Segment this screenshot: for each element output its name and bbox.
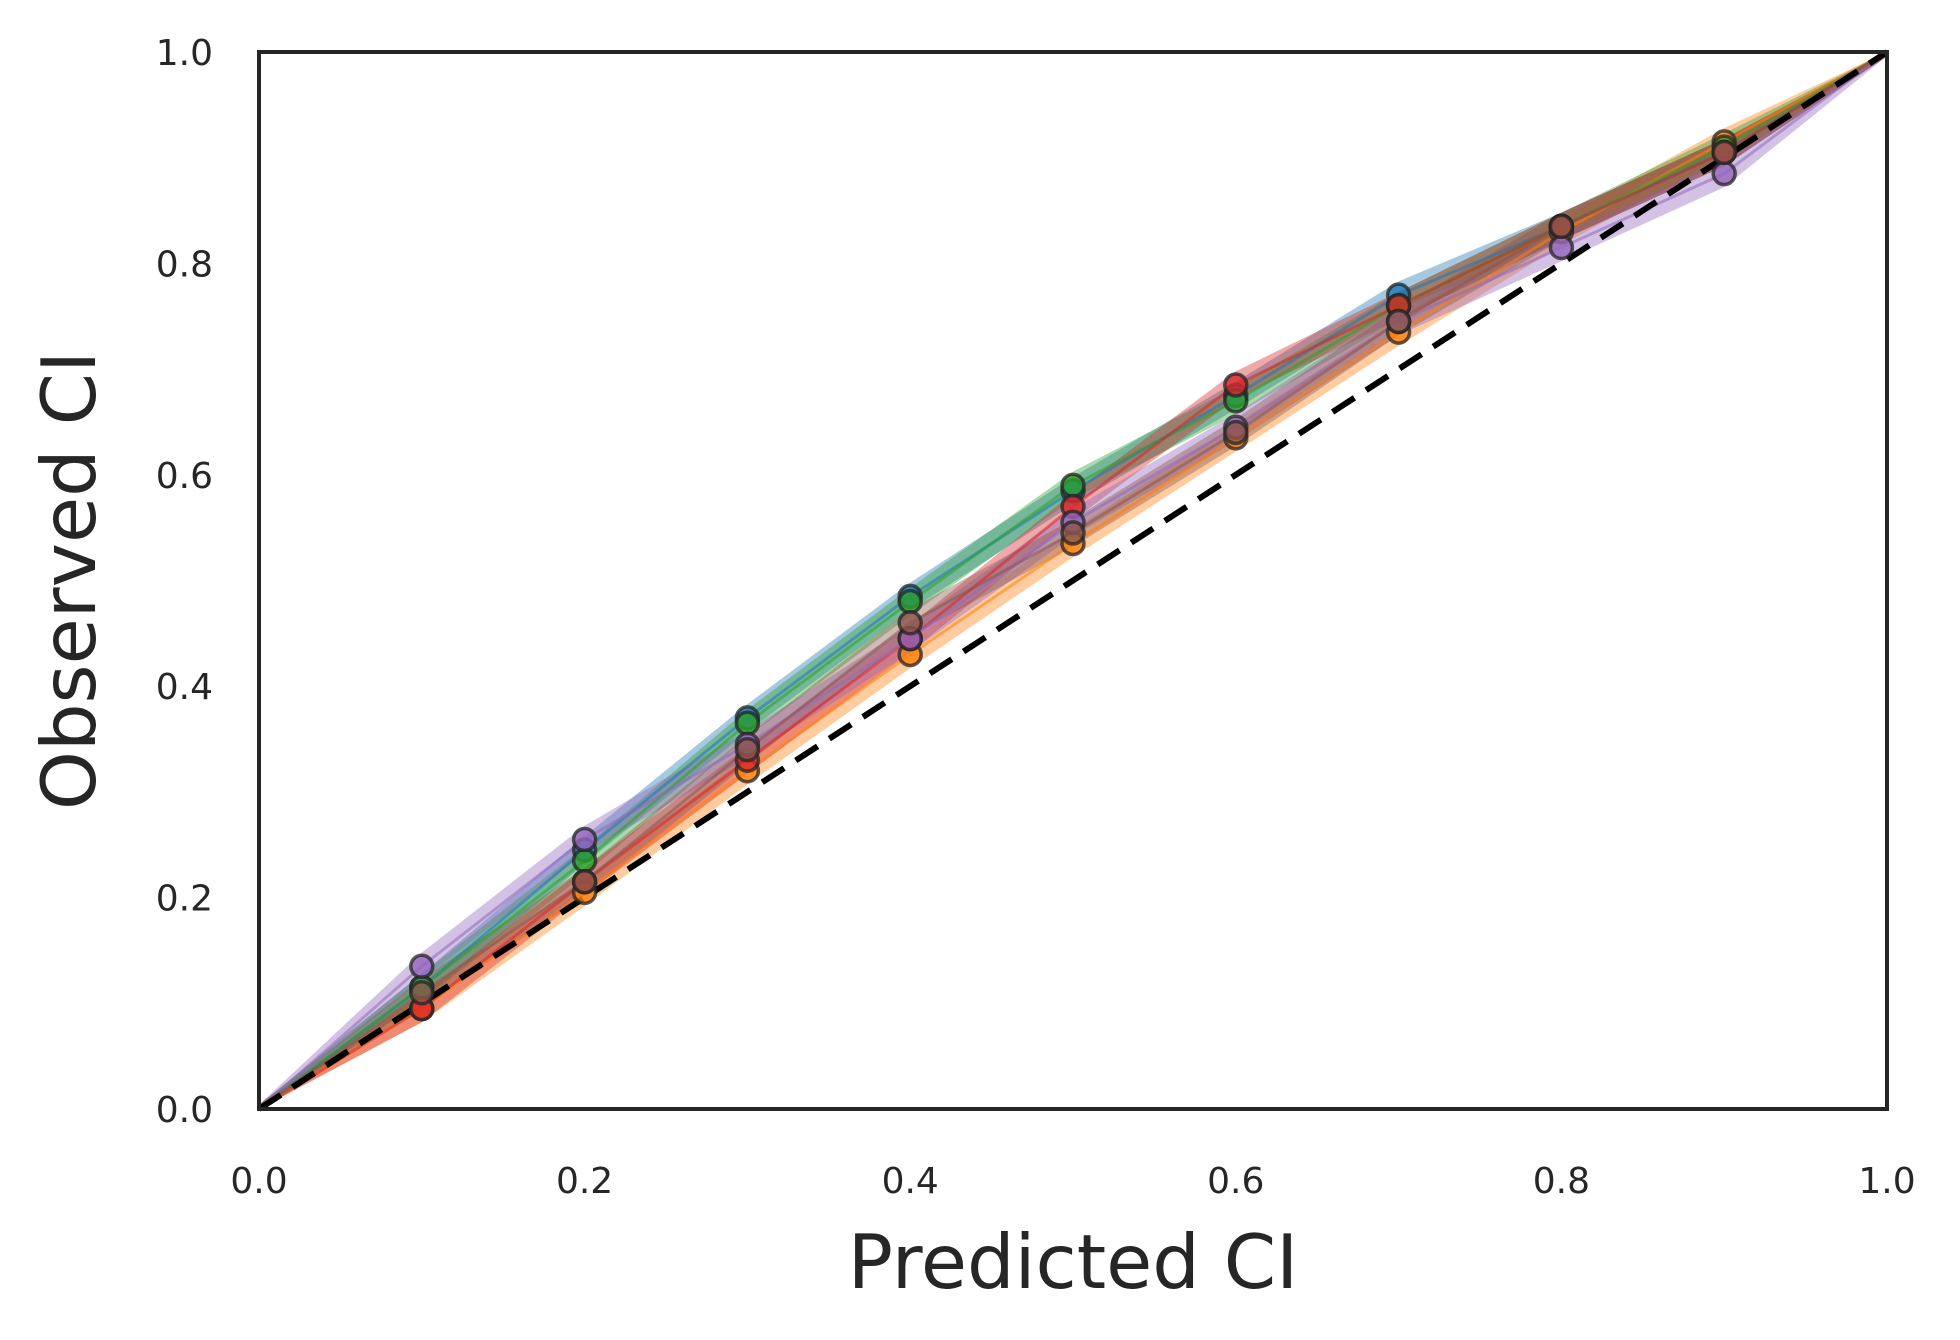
y-tick-label: 1.0 (156, 33, 213, 74)
point-series-5-2 (571, 826, 598, 853)
point-series-6-4 (897, 610, 923, 636)
point-series-6-7 (1385, 308, 1412, 335)
point-series-6-5 (1060, 520, 1086, 546)
x-tick-labels: 0.0 0.2 0.4 0.6 0.8 1.0 (230, 1161, 1915, 1202)
point-series-5-1 (409, 953, 435, 980)
point-series-5-9 (1711, 160, 1737, 187)
y-tick-label: 0.4 (156, 667, 213, 708)
point-series-3-3 (734, 710, 761, 736)
point-series-4-6 (1223, 372, 1249, 398)
y-tick-label: 0.2 (156, 879, 213, 920)
x-tick-label: 0.4 (882, 1161, 939, 1202)
reference-line (257, 49, 1889, 1112)
y-tick-label: 0.0 (156, 1090, 213, 1131)
series-points (409, 129, 1737, 1022)
y-tick-label: 0.6 (156, 456, 213, 497)
y-tick-labels: 0.0 0.2 0.4 0.6 0.8 1.0 (156, 33, 213, 1131)
x-tick-label: 0.8 (1533, 1161, 1590, 1202)
y-tick-label: 0.8 (156, 244, 213, 285)
point-series-6-3 (734, 736, 761, 763)
point-series-6-2 (571, 868, 598, 895)
point-series-3-4 (897, 588, 923, 615)
point-series-3-5 (1060, 472, 1086, 499)
point-series-5-8 (1548, 234, 1575, 261)
x-tick-label: 1.0 (1858, 1161, 1915, 1202)
point-series-6-8 (1548, 213, 1575, 240)
reference-diagonal (257, 49, 1889, 1112)
y-axis-title: Observed CI (25, 351, 113, 810)
point-series-6-6 (1223, 419, 1249, 446)
point-series-6-1 (409, 979, 435, 1006)
x-tick-label: 0.2 (556, 1161, 613, 1202)
plot-frame (257, 50, 1889, 1111)
x-axis-title: Predicted CI (848, 1218, 1298, 1306)
point-series-6-9 (1711, 139, 1737, 166)
point-series-3-2 (571, 847, 598, 874)
x-tick-label: 0.0 (230, 1161, 287, 1202)
x-tick-label: 0.6 (1207, 1161, 1264, 1202)
